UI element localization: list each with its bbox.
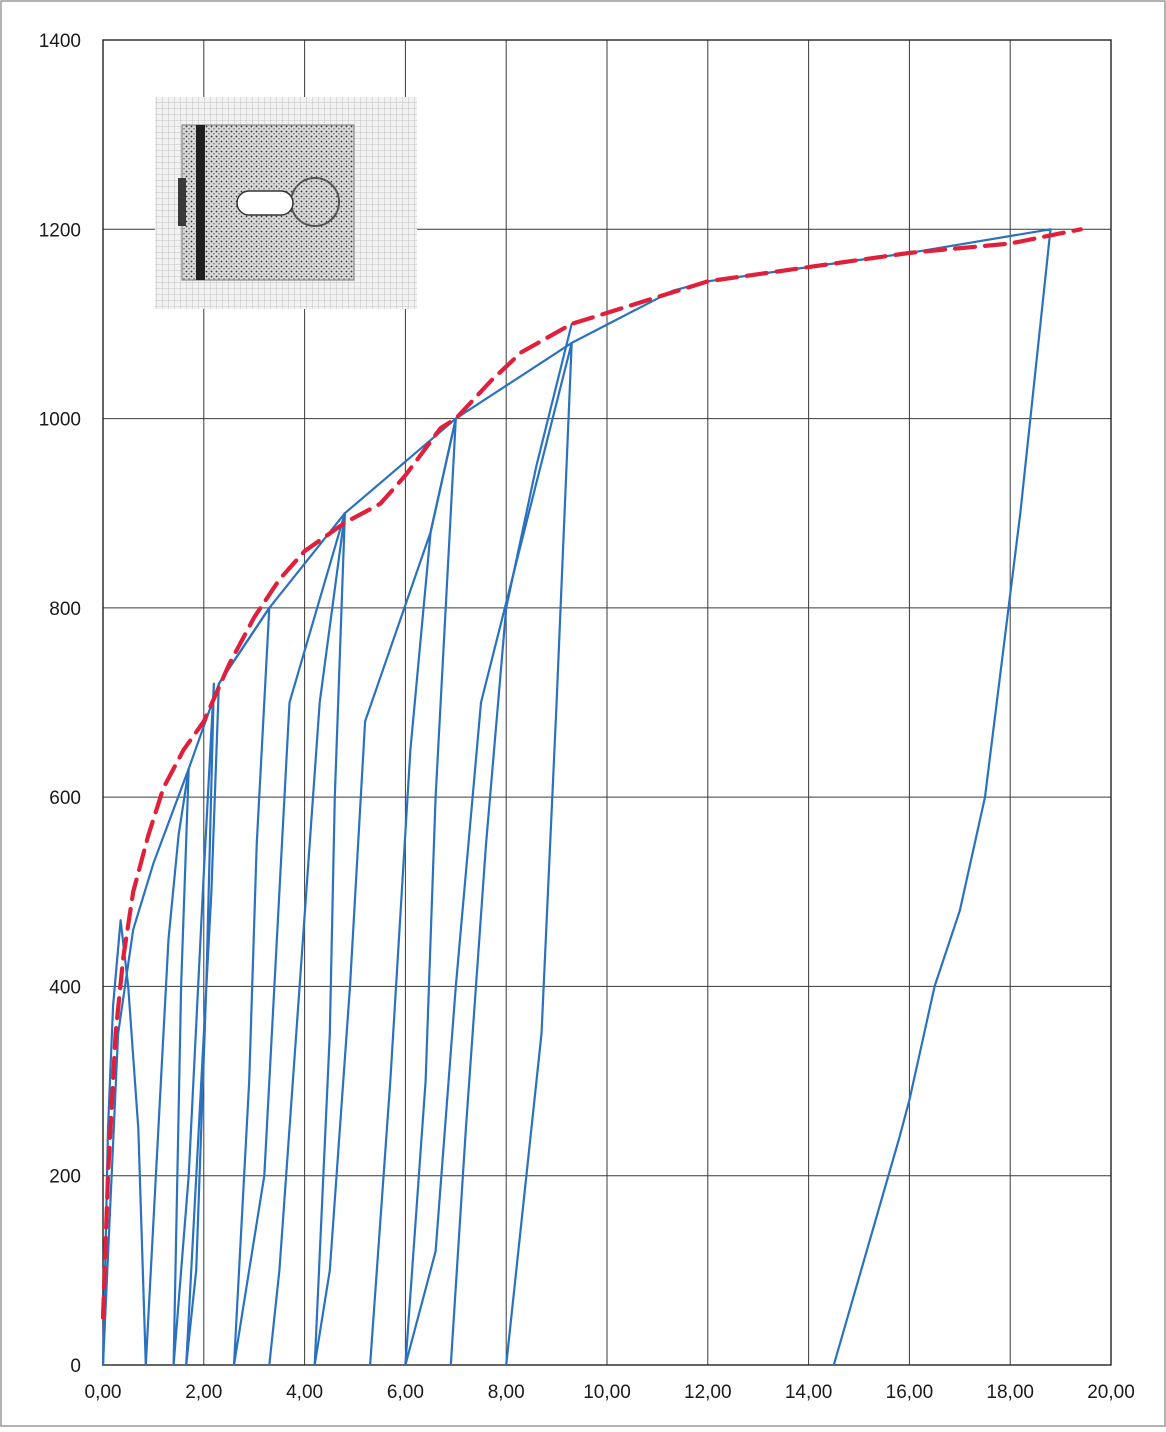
x-tick-label: 0,00 xyxy=(85,1382,122,1403)
plot-area-frame xyxy=(102,39,1112,1366)
envelope-curve-dashed xyxy=(100,227,1083,1320)
specimen-slot xyxy=(236,190,294,216)
specimen-weld-strip xyxy=(196,125,205,280)
y-tick-label: 1400 xyxy=(39,31,81,52)
x-tick-label: 14,00 xyxy=(785,1382,833,1403)
y-tick-label: 0 xyxy=(70,1356,81,1377)
x-tick-label: 20,00 xyxy=(1087,1382,1135,1403)
series-layer xyxy=(100,227,1083,1367)
specimen-clamp xyxy=(178,178,186,226)
y-tick-label: 200 xyxy=(49,1167,81,1188)
labels-layer: 0,00 2,00 4,00 6,00 8,00 10,00 12,00 14,00 16,00… xyxy=(39,31,1135,1403)
load-cycle-curve xyxy=(369,417,457,1367)
y-tick-label: 1200 xyxy=(39,220,81,241)
load-cycle-curve xyxy=(449,322,573,1367)
y-tick-label: 400 xyxy=(49,977,81,998)
y-tick-label: 800 xyxy=(49,599,81,620)
x-tick-label: 18,00 xyxy=(986,1382,1034,1403)
x-tick-label: 8,00 xyxy=(488,1382,525,1403)
x-tick-label: 16,00 xyxy=(886,1382,934,1403)
axis-layer xyxy=(102,39,1112,1366)
x-tick-label: 2,00 xyxy=(185,1382,222,1403)
load-cycle-curve xyxy=(101,341,573,1367)
y-tick-label: 1000 xyxy=(39,410,81,431)
x-tick-label: 10,00 xyxy=(583,1382,631,1403)
x-tick-label: 4,00 xyxy=(286,1382,323,1403)
load-cycle-curve xyxy=(268,512,346,1367)
y-tick-label: 600 xyxy=(49,788,81,809)
x-tick-label: 6,00 xyxy=(387,1382,424,1403)
inset-layer xyxy=(155,97,417,309)
x-tick-label: 12,00 xyxy=(684,1382,732,1403)
